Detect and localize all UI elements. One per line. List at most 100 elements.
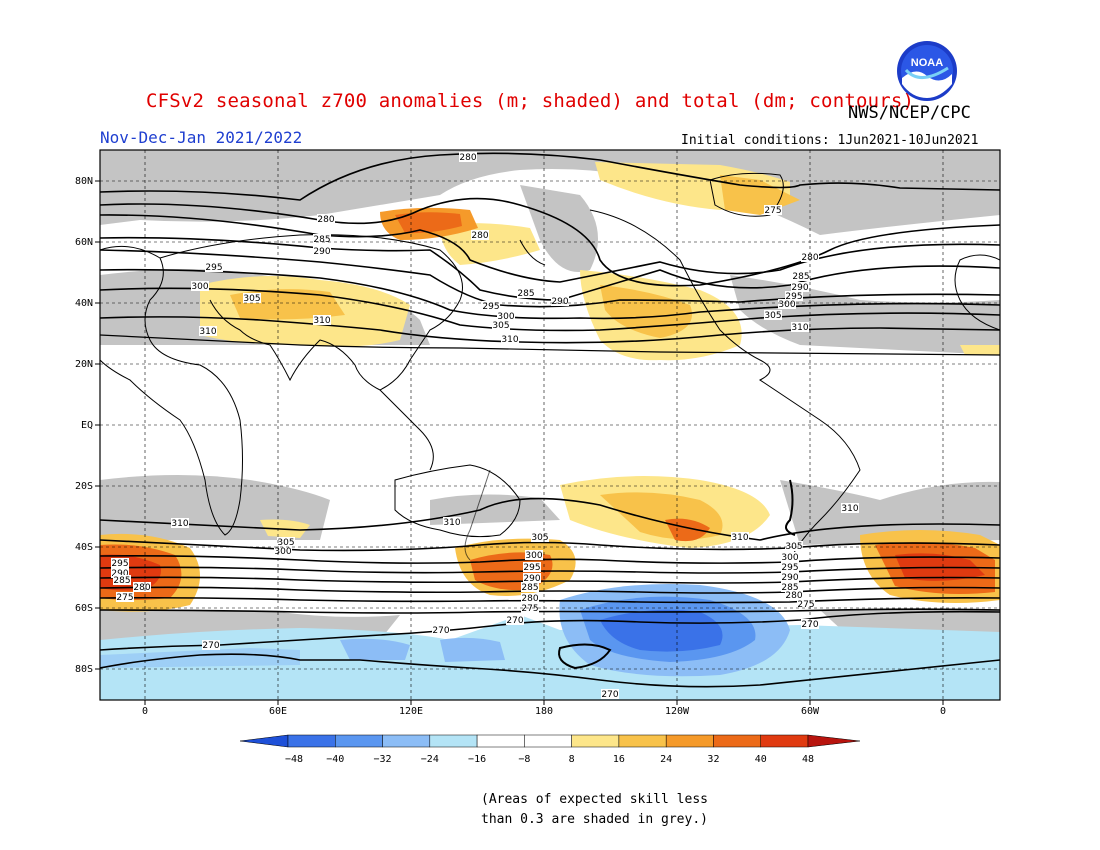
colorbar-swatch bbox=[618, 734, 667, 748]
contour-label-bg bbox=[781, 582, 799, 592]
longitude-labels: 0 60E 120E 180 120W 60W 0 bbox=[142, 706, 946, 717]
colorbar-tick-label: 8 bbox=[569, 754, 575, 765]
colorbar-tick-label: −32 bbox=[374, 754, 392, 765]
contour-label: 270 bbox=[202, 641, 219, 651]
colorbar-swatch bbox=[713, 734, 761, 748]
contour-label-bg bbox=[521, 582, 539, 592]
contour-label: 295 bbox=[205, 263, 222, 273]
contour-label: 310 bbox=[841, 504, 858, 514]
lat-label: 40S bbox=[75, 542, 93, 553]
contour-label-bg bbox=[317, 214, 335, 224]
contour-label-bg bbox=[764, 310, 782, 320]
skill-footnote-line1: (Areas of expected skill less bbox=[481, 792, 708, 807]
contour-label-bg bbox=[521, 603, 539, 613]
latitude-labels: 80N 60N 40N 20N EQ 20S 40S 60S 80S bbox=[75, 176, 93, 675]
contour-label-bg bbox=[517, 288, 535, 298]
contour-label: 280 bbox=[459, 153, 476, 163]
contour-label: 290 bbox=[111, 569, 128, 579]
lon-label: 180 bbox=[535, 706, 553, 717]
skill-footnote-line2: than 0.3 are shaded in grey.) bbox=[481, 812, 708, 827]
contour-label: 270 bbox=[432, 626, 449, 636]
contour-label: 310 bbox=[731, 533, 748, 543]
contour-label-bg bbox=[523, 562, 541, 572]
contour-label: 310 bbox=[199, 327, 216, 337]
contour-label-bg bbox=[111, 558, 129, 568]
contour-label: 305 bbox=[764, 311, 781, 321]
contour-label-bg bbox=[797, 599, 815, 609]
lat-label: 60S bbox=[75, 603, 93, 614]
contour-label: 305 bbox=[277, 538, 294, 548]
contour-label-bg bbox=[274, 546, 292, 556]
contour-label-bg bbox=[521, 593, 539, 603]
contour-label: 310 bbox=[791, 323, 808, 333]
contour-label: 310 bbox=[501, 335, 518, 345]
contour-label: 295 bbox=[785, 292, 802, 302]
lat-label: 20N bbox=[75, 359, 93, 370]
colorbar-tick-label: −48 bbox=[285, 754, 303, 765]
contour-label-bg bbox=[781, 562, 799, 572]
logo-text: NOAA bbox=[911, 57, 943, 69]
lon-label: 0 bbox=[940, 706, 946, 717]
contour-label-bg bbox=[531, 532, 549, 542]
initial-conditions: Initial conditions: 1Jun2021-10Jun2021 bbox=[681, 133, 979, 148]
lat-label: 60N bbox=[75, 237, 93, 248]
contour-label: 270 bbox=[506, 616, 523, 626]
lat-label: 20S bbox=[75, 481, 93, 492]
contour-label-bg bbox=[841, 503, 859, 513]
contour-label-bg bbox=[133, 582, 151, 592]
agency-label: NWS/NCEP/CPC bbox=[848, 103, 971, 123]
contour-label: 280 bbox=[521, 594, 538, 604]
contour-label: 295 bbox=[781, 563, 798, 573]
contour-label-bg bbox=[731, 532, 749, 542]
contour-label: 280 bbox=[471, 231, 488, 241]
contour-label-bg bbox=[432, 625, 450, 635]
contour-label-bg bbox=[525, 550, 543, 560]
contour-label: 280 bbox=[133, 583, 150, 593]
colorbar-swatch bbox=[382, 734, 431, 748]
contour-label-bg bbox=[313, 315, 331, 325]
contour-label: 280 bbox=[785, 591, 802, 601]
contour-label-bg bbox=[791, 322, 809, 332]
contour-label: 310 bbox=[443, 518, 460, 528]
contour-label-bg bbox=[199, 326, 217, 336]
contour-label: 305 bbox=[785, 542, 802, 552]
contour-label: 290 bbox=[791, 283, 808, 293]
contour-label: 290 bbox=[313, 247, 330, 257]
contour-label-bg bbox=[111, 568, 129, 578]
colorbar-tick-label: 40 bbox=[755, 754, 767, 765]
contour-label-bg bbox=[313, 234, 331, 244]
contour-label: 305 bbox=[492, 321, 509, 331]
contour-label-bg bbox=[459, 152, 477, 162]
contour-label: 285 bbox=[113, 576, 130, 586]
contour-label: 300 bbox=[497, 312, 514, 322]
colorbar-swatch bbox=[760, 734, 809, 748]
contour-label-bg bbox=[501, 334, 519, 344]
contour-label-bg bbox=[785, 590, 803, 600]
contour-label: 285 bbox=[313, 235, 330, 245]
colorbar-swatch bbox=[287, 734, 336, 748]
contour-label-bg bbox=[205, 262, 223, 272]
contour-label-bg bbox=[523, 573, 541, 583]
lon-label: 60E bbox=[269, 706, 287, 717]
colorbar-swatch bbox=[571, 734, 620, 748]
colorbar-tick-label: −40 bbox=[326, 754, 344, 765]
contour-label: 285 bbox=[781, 583, 798, 593]
contour-label: 275 bbox=[764, 206, 781, 216]
contour-label-bg bbox=[801, 252, 819, 262]
contour-label-bg bbox=[781, 552, 799, 562]
contour-label-bg bbox=[792, 271, 810, 281]
colorbar-tick-label: −16 bbox=[468, 754, 486, 765]
lon-label: 120E bbox=[399, 706, 423, 717]
contour-label-bg bbox=[277, 537, 295, 547]
coastlines bbox=[100, 172, 1000, 670]
forecast-period: Nov-Dec-Jan 2021/2022 bbox=[100, 128, 303, 147]
colorbar-swatch bbox=[524, 734, 572, 748]
colorbar-tick-label: 32 bbox=[707, 754, 719, 765]
contour-label: 305 bbox=[243, 294, 260, 304]
lon-label: 120W bbox=[665, 706, 690, 717]
contour-label-bg bbox=[313, 246, 331, 256]
colorbar-tick-labels: −48 −40 −32 −24 −16 −8 8 16 24 32 40 48 bbox=[285, 754, 814, 765]
contour-label-bg bbox=[506, 615, 524, 625]
